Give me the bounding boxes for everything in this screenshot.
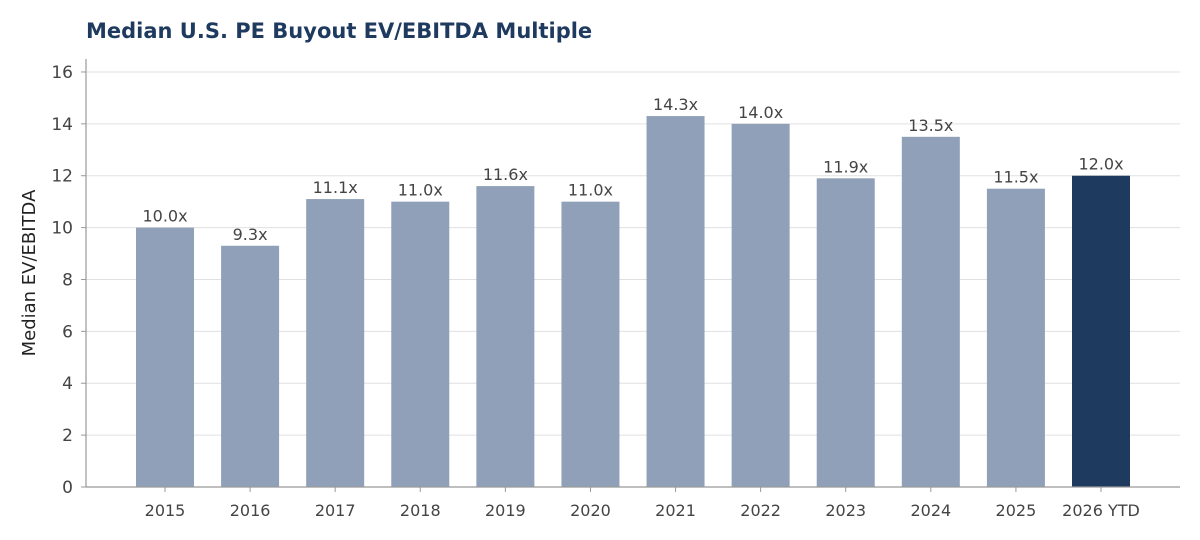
x-tick-label: 2026 YTD xyxy=(1062,501,1140,520)
bar xyxy=(1072,175,1130,487)
axes xyxy=(81,59,1180,492)
data-label: 12.0x xyxy=(1078,155,1123,174)
y-tick-label: 8 xyxy=(62,270,73,290)
x-tick-label: 2025 xyxy=(996,501,1037,520)
x-tick-label: 2016 xyxy=(230,501,271,520)
x-tick-label: 2015 xyxy=(145,501,186,520)
x-tick-label: 2017 xyxy=(315,501,356,520)
x-tick-label: 2022 xyxy=(740,501,781,520)
y-tick-label: 14 xyxy=(51,115,73,135)
y-tick-label: 4 xyxy=(62,374,73,394)
data-label: 11.9x xyxy=(823,157,868,176)
x-tick-label: 2019 xyxy=(485,501,526,520)
data-label: 10.0x xyxy=(142,207,187,226)
y-tick-label: 10 xyxy=(51,219,73,239)
y-tick-label: 12 xyxy=(51,167,73,187)
chart-title: Median U.S. PE Buyout EV/EBITDA Multiple xyxy=(86,19,592,43)
bar xyxy=(731,123,790,488)
y-tick-label: 6 xyxy=(62,322,73,342)
data-label: 11.5x xyxy=(993,168,1038,187)
x-tick-label: 2021 xyxy=(655,501,696,520)
x-tick-label: 2020 xyxy=(570,501,611,520)
y-tick-labels: 0 2 4 6 8 10 12 14 16 xyxy=(51,63,73,498)
bar xyxy=(986,188,1045,488)
bar xyxy=(391,201,450,487)
bar xyxy=(901,136,960,487)
data-label: 11.0x xyxy=(398,181,443,200)
bars xyxy=(136,116,1130,488)
data-labels: 10.0x 9.3x 11.1x 11.0x 11.6x 11.0x 14.3x 14.0x 1… xyxy=(142,95,1123,244)
x-tick-label: 2024 xyxy=(910,501,951,520)
data-label: 13.5x xyxy=(908,116,953,135)
data-label: 9.3x xyxy=(233,225,268,244)
y-tick-label: 0 xyxy=(62,478,73,498)
bar xyxy=(221,245,280,487)
y-axis-label: Median EV/EBITDA xyxy=(19,189,40,357)
y-tick-label: 2 xyxy=(62,426,73,446)
bar xyxy=(476,186,535,487)
bar xyxy=(646,116,705,488)
bar xyxy=(306,199,365,487)
bar xyxy=(136,227,194,487)
x-tick-labels: 2015 2016 2017 2018 2019 2020 2021 2022 2023 2024… xyxy=(145,501,1140,520)
x-tick-label: 2023 xyxy=(825,501,866,520)
data-label: 11.6x xyxy=(483,165,528,184)
data-label: 11.0x xyxy=(568,181,613,200)
x-tick-label: 2018 xyxy=(400,501,441,520)
data-label: 14.3x xyxy=(653,95,698,114)
y-tick-label: 16 xyxy=(51,63,73,83)
data-label: 11.1x xyxy=(313,178,358,197)
bar xyxy=(561,201,620,487)
data-label: 14.0x xyxy=(738,103,783,122)
bar xyxy=(816,178,875,487)
